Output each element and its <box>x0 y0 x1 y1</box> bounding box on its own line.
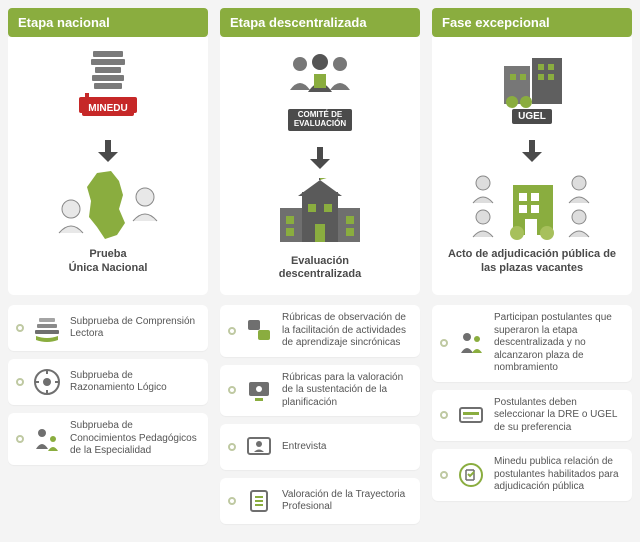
select-dre-icon <box>456 400 486 430</box>
column-header: Fase excepcional <box>432 8 632 37</box>
item-list: Rúbricas de observación de la facilitaci… <box>220 305 420 524</box>
bullet-icon <box>440 411 448 419</box>
bullet-icon <box>16 435 24 443</box>
item-minedu-publica: Minedu publica relación de postulantes h… <box>432 449 632 501</box>
item-list: Participan postulantes que superaron la … <box>432 305 632 501</box>
item-label: Rúbricas de observación de la facilitaci… <box>282 312 412 350</box>
bullet-icon <box>16 324 24 332</box>
logo-badge-comite: COMITÉ DE EVALUACIÓN <box>288 109 352 131</box>
hero-card: MINEDU Prueba Única <box>8 37 208 295</box>
rubric-plan-icon <box>244 375 274 405</box>
item-label: Subprueba de Comprensión Lectora <box>70 316 200 341</box>
infographic-stage: Etapa nacional MINEDU <box>0 0 640 532</box>
item-seleccionar-dre-ugel: Postulantes deben seleccionar la DRE o U… <box>432 390 632 442</box>
item-label: Entrevista <box>282 441 326 454</box>
hero-title: Acto de adjudicación pública de las plaz… <box>447 248 617 276</box>
item-label: Valoración de la Trayectoria Profesional <box>282 489 412 514</box>
hero-title: Evaluación descentralizada <box>279 255 362 283</box>
column-etapa-descentralizada: Etapa descentralizada COMITÉ DE EVALUACI… <box>220 8 420 524</box>
teacher-icon <box>32 424 62 454</box>
logo-badge-ugel: UGEL <box>512 109 552 124</box>
logo-comite <box>280 47 360 115</box>
item-conocimientos-pedagogicos: Subprueba de Conocimientos Pedagógicos d… <box>8 413 208 465</box>
hero-card: COMITÉ DE EVALUACIÓN Evaluaci <box>220 37 420 295</box>
bullet-icon <box>228 386 236 394</box>
trajectory-icon <box>244 486 274 516</box>
item-label: Participan postulantes que superaron la … <box>494 312 624 375</box>
column-etapa-nacional: Etapa nacional MINEDU <box>8 8 208 524</box>
item-participan-postulantes: Participan postulantes que superaron la … <box>432 305 632 382</box>
applicants-icon <box>456 328 486 358</box>
bullet-icon <box>440 471 448 479</box>
gear-head-icon <box>32 367 62 397</box>
item-entrevista: Entrevista <box>220 424 420 470</box>
bullet-icon <box>16 378 24 386</box>
logo-badge-minedu: MINEDU <box>82 101 133 116</box>
item-rubricas-observacion: Rúbricas de observación de la facilitaci… <box>220 305 420 357</box>
item-comprension-lectora: Subprueba de Comprensión Lectora <box>8 305 208 351</box>
column-fase-excepcional: Fase excepcional UGEL <box>432 8 632 524</box>
publish-icon <box>456 460 486 490</box>
logo-ugel <box>496 47 568 115</box>
item-label: Subprueba de Conocimientos Pedagógicos d… <box>70 420 200 458</box>
bullet-icon <box>440 339 448 347</box>
item-label: Minedu publica relación de postulantes h… <box>494 456 624 494</box>
item-rubricas-planificacion: Rúbricas para la valoración de la susten… <box>220 365 420 417</box>
item-label: Postulantes deben seleccionar la DRE o U… <box>494 397 624 435</box>
bullet-icon <box>228 443 236 451</box>
item-trayectoria: Valoración de la Trayectoria Profesional <box>220 478 420 524</box>
arrow-down-icon <box>310 147 330 169</box>
item-label: Rúbricas para la valoración de la susten… <box>282 372 412 410</box>
item-razonamiento-logico: Subprueba de Razonamiento Lógico <box>8 359 208 405</box>
subhero-peru-map <box>53 170 163 242</box>
interview-icon <box>244 432 274 462</box>
rubric-obs-icon <box>244 316 274 346</box>
arrow-down-icon <box>522 140 542 162</box>
column-header: Etapa nacional <box>8 8 208 37</box>
subhero-school-icon <box>272 177 368 249</box>
column-header: Etapa descentralizada <box>220 8 420 37</box>
item-label: Subprueba de Razonamiento Lógico <box>70 370 200 395</box>
arrow-down-icon <box>98 140 118 162</box>
item-list: Subprueba de Comprensión Lectora Subprue… <box>8 305 208 465</box>
hero-title: Prueba Única Nacional <box>69 248 148 276</box>
subhero-adjudication-icon <box>467 170 597 242</box>
book-stack-icon <box>32 313 62 343</box>
hero-card: UGEL Acto de adjudicación púb <box>432 37 632 295</box>
bullet-icon <box>228 327 236 335</box>
bullet-icon <box>228 497 236 505</box>
